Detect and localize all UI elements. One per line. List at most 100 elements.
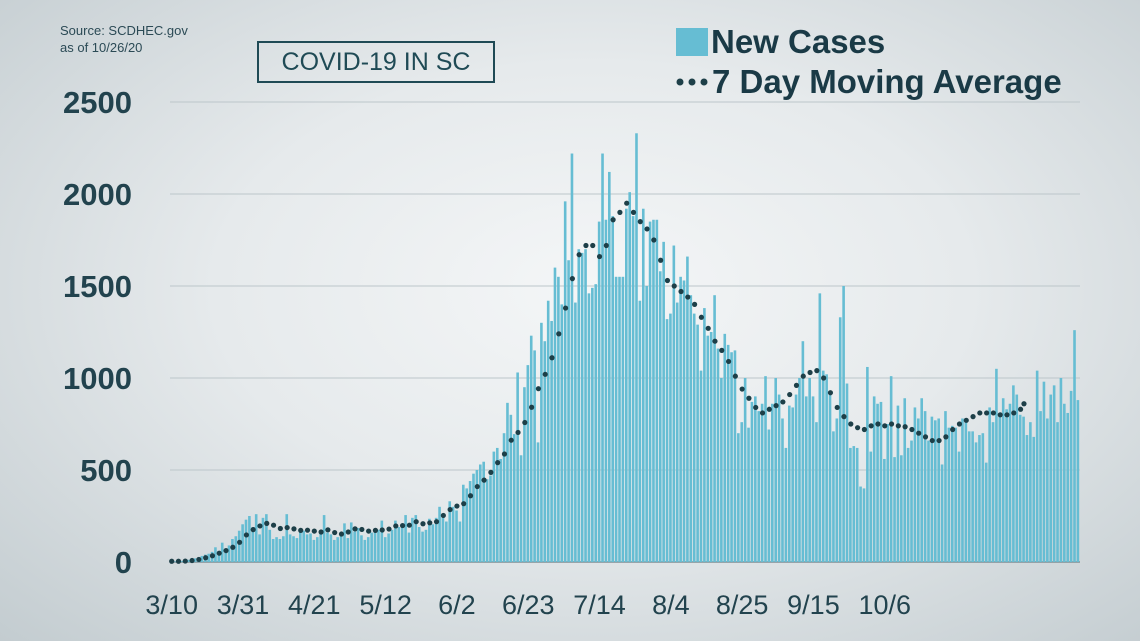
bar-new-cases xyxy=(787,405,791,562)
bar-new-cases xyxy=(652,219,655,562)
average-point xyxy=(522,419,528,426)
average-point xyxy=(875,421,881,427)
bar-new-cases xyxy=(546,300,550,562)
bar-new-cases xyxy=(299,532,302,562)
legend-item-moving-average: 7 Day Moving Average xyxy=(676,62,1062,102)
bar-new-cases xyxy=(472,473,475,562)
bar-new-cases xyxy=(465,488,469,562)
bar-new-cases xyxy=(1001,398,1005,562)
bar-new-cases xyxy=(804,396,808,562)
average-point xyxy=(440,512,446,519)
bar-new-cases xyxy=(1018,414,1022,562)
bar-new-cases xyxy=(821,370,825,562)
bar-new-cases xyxy=(794,394,798,562)
average-point xyxy=(325,527,331,533)
bar-new-cases xyxy=(699,370,703,562)
bar-new-cases xyxy=(855,447,859,562)
average-point xyxy=(352,526,358,532)
bar-new-cases xyxy=(424,529,428,562)
bar-new-cases xyxy=(499,458,502,562)
bar-new-cases xyxy=(495,447,499,562)
average-point xyxy=(814,368,820,374)
bar-new-cases xyxy=(1005,409,1008,562)
average-point xyxy=(1017,406,1024,412)
bar-new-cases xyxy=(271,539,275,562)
bar-new-cases xyxy=(614,276,618,562)
bar-new-cases xyxy=(723,333,727,562)
average-point xyxy=(698,314,705,320)
average-point xyxy=(366,528,372,534)
average-point xyxy=(943,434,949,440)
x-tick-label: 8/25 xyxy=(716,590,769,620)
bar-new-cases xyxy=(944,411,947,562)
bar-new-cases xyxy=(764,376,767,562)
average-point xyxy=(529,404,535,410)
source-note: Source: SCDHEC.gov as of 10/26/20 xyxy=(60,22,188,56)
average-point xyxy=(203,555,209,561)
bar-new-cases xyxy=(984,462,988,562)
bar-new-cases xyxy=(462,484,465,562)
bar-new-cases xyxy=(220,542,224,562)
bar-new-cases xyxy=(577,249,581,562)
bar-new-cases xyxy=(570,153,574,562)
average-point xyxy=(393,523,399,529)
bar-new-cases xyxy=(278,539,282,562)
bar-new-cases xyxy=(248,516,251,562)
average-point xyxy=(298,527,304,533)
average-point xyxy=(1021,401,1027,407)
average-point xyxy=(270,522,277,528)
bar-new-cases xyxy=(825,374,828,562)
bar-new-cases xyxy=(954,427,957,562)
bar-new-cases xyxy=(818,293,822,562)
x-tick-label: 6/23 xyxy=(502,590,555,620)
bar-new-cases xyxy=(506,402,509,562)
bar-new-cases xyxy=(1049,394,1053,562)
bar-new-cases xyxy=(428,518,431,562)
bar-new-cases xyxy=(543,341,547,562)
average-point xyxy=(406,522,412,528)
bar-new-cases xyxy=(214,547,217,562)
bar-new-cases xyxy=(903,398,907,562)
bar-new-cases xyxy=(193,558,197,562)
average-point xyxy=(854,425,861,431)
bar-new-cases xyxy=(411,517,414,562)
average-point xyxy=(922,434,929,440)
average-point xyxy=(956,421,963,427)
bar-new-cases xyxy=(896,405,900,562)
bar-new-cases xyxy=(703,308,706,562)
average-point xyxy=(318,529,324,535)
bar-new-cases xyxy=(852,446,856,562)
bar-new-cases xyxy=(550,320,553,562)
bar-new-cases xyxy=(353,531,356,562)
bar-new-cases xyxy=(859,486,862,562)
bar-new-cases xyxy=(1012,385,1015,562)
bar-new-cases xyxy=(737,433,740,562)
bar-new-cases xyxy=(275,537,278,562)
bar-new-cases xyxy=(251,527,255,562)
bar-new-cases xyxy=(611,216,615,562)
bar-new-cases xyxy=(750,401,754,562)
average-point xyxy=(454,503,460,509)
bar-new-cases xyxy=(533,350,536,562)
average-point xyxy=(746,395,752,401)
average-point xyxy=(739,386,745,392)
bar-new-cases xyxy=(961,418,964,562)
bar-new-cases xyxy=(692,313,696,562)
bar-new-cases xyxy=(689,295,693,562)
average-point xyxy=(1011,410,1017,416)
bar-new-cases xyxy=(540,322,543,562)
average-point xyxy=(583,242,589,249)
average-point xyxy=(617,209,623,215)
bar-new-cases xyxy=(760,403,764,562)
bar-new-cases xyxy=(360,535,363,562)
average-point xyxy=(304,527,311,533)
bar-new-cases xyxy=(1056,422,1059,562)
bar-new-cases xyxy=(492,451,496,562)
average-point xyxy=(732,373,738,379)
bar-new-cases xyxy=(326,532,329,562)
bar-new-cases xyxy=(468,481,472,562)
bar-new-cases xyxy=(591,287,594,562)
average-point xyxy=(413,519,419,525)
average-point xyxy=(773,403,779,409)
bar-new-cases xyxy=(227,545,231,562)
